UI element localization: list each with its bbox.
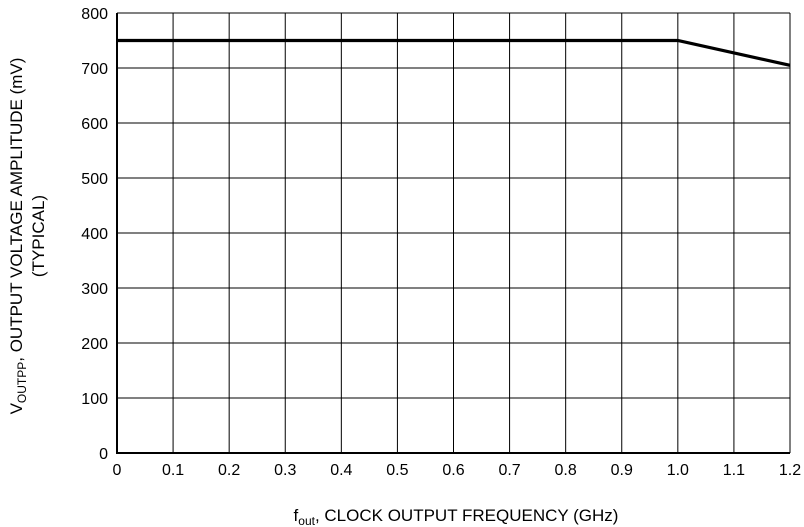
x-tick-label: 0.6 [442,462,464,479]
y-tick-label: 700 [81,61,108,78]
y-tick-label: 200 [81,336,108,353]
x-tick-label: 0.9 [611,462,633,479]
x-tick-label: 0.5 [386,462,408,479]
y-tick-label: 500 [81,171,108,188]
x-tick-label: 0.1 [162,462,184,479]
x-tick-label: 1.2 [779,462,801,479]
y-tick-label: 800 [81,6,108,23]
x-axis-title: fout, CLOCK OUTPUT FREQUENCY (GHz) [294,506,619,527]
x-tick-label: 0.8 [555,462,577,479]
y-tick-label: 300 [81,281,108,298]
y-axis-title: VOUTPP, OUTPUT VOLTAGE AMPLITUDE (mV) [7,58,29,415]
x-tick-label: 0.3 [274,462,296,479]
y-tick-label: 100 [81,391,108,408]
y-tick-labels: 0 100 200 300 400 500 600 700 800 [81,6,108,463]
plot-frame [116,13,790,454]
x-tick-labels: 0 0.1 0.2 0.3 0.4 0.5 0.6 0.7 0.8 0.9 1.0 1.1 1.2 [113,462,802,479]
series-group [117,38,791,67]
grid [116,12,791,454]
x-tick-label: 0 [113,462,122,479]
y-axis-title-line2: (TYPICAL) [29,195,48,277]
x-tick-label: 1.0 [667,462,689,479]
series-line [117,38,791,67]
x-tick-label: 0.4 [330,462,352,479]
x-tick-label: 0.2 [218,462,240,479]
x-tick-label: 1.1 [723,462,745,479]
y-tick-label: 600 [81,116,108,133]
y-tick-label: 0 [99,446,108,463]
x-tick-label: 0.7 [498,462,520,479]
y-tick-label: 400 [81,226,108,243]
